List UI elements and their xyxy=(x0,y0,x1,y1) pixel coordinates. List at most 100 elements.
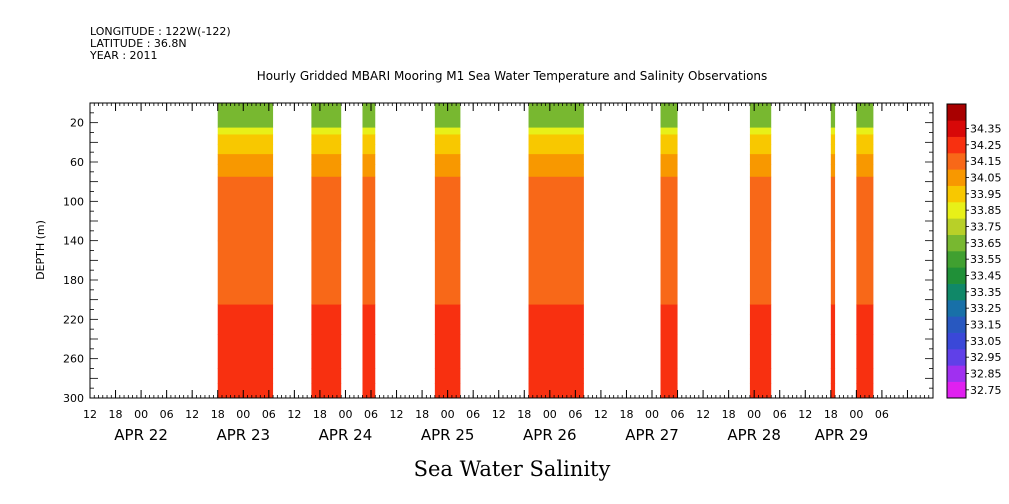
colorbar-swatch xyxy=(947,332,966,350)
data-cell xyxy=(528,176,584,242)
y-tick-label: 140 xyxy=(63,235,84,248)
x-axis-label: Sea Water Salinity xyxy=(414,457,611,481)
y-tick-label: 60 xyxy=(70,156,84,169)
data-cell xyxy=(217,304,274,335)
data-cell xyxy=(830,176,836,242)
data-cell xyxy=(749,368,772,384)
colorbar-swatch xyxy=(947,283,966,301)
y-tick-label: 180 xyxy=(63,274,84,287)
colorbar-label: 33.25 xyxy=(970,302,1002,315)
data-cell xyxy=(660,103,678,129)
data-cell xyxy=(528,144,584,155)
colorbar-swatch xyxy=(947,202,966,219)
colorbar-swatch xyxy=(947,349,966,366)
data-cell xyxy=(217,154,274,165)
colorbar-label: 33.35 xyxy=(970,286,1002,299)
data-cell xyxy=(217,240,274,306)
data-cell xyxy=(830,383,836,399)
data-cell xyxy=(660,144,678,155)
data-cell xyxy=(434,134,461,145)
data-cell xyxy=(856,127,874,135)
x-tick-label: 06 xyxy=(364,408,378,421)
y-tick-label: 20 xyxy=(70,117,84,130)
data-cell xyxy=(856,240,874,306)
x-tick-label: 12 xyxy=(390,408,404,421)
data-cell xyxy=(660,127,678,135)
data-cell xyxy=(856,334,874,369)
data-cell xyxy=(830,134,836,145)
colorbar-frame xyxy=(946,103,967,399)
data-cell xyxy=(362,368,376,384)
x-tick-label: 06 xyxy=(875,408,889,421)
x-tick-label: 12 xyxy=(287,408,301,421)
data-cell xyxy=(311,144,342,155)
data-cell xyxy=(311,103,342,129)
x-tick-label: 06 xyxy=(671,408,685,421)
colorbar-label: 32.95 xyxy=(970,351,1002,364)
colorbar-label: 33.65 xyxy=(970,237,1002,250)
colorbar-swatch xyxy=(947,365,966,382)
data-cell xyxy=(362,176,376,242)
data-cell xyxy=(362,304,376,335)
data-cell xyxy=(528,368,584,384)
y-axis-label: DEPTH (m) xyxy=(34,220,47,280)
x-date-label: APR 22 xyxy=(114,426,168,444)
data-cell xyxy=(217,103,274,129)
data-cell xyxy=(434,144,461,155)
data-cell xyxy=(528,304,584,335)
x-date-label: APR 24 xyxy=(319,426,373,444)
colorbar-swatch xyxy=(947,218,966,235)
colorbar-label: 32.85 xyxy=(970,368,1002,381)
data-cell xyxy=(749,127,772,135)
data-cell xyxy=(528,134,584,145)
data-cell xyxy=(311,163,342,178)
longitude-label: LONGITUDE : 122W(-122) xyxy=(90,25,231,38)
data-cell xyxy=(830,144,836,155)
data-cell xyxy=(217,144,274,155)
x-tick-label: 12 xyxy=(696,408,710,421)
data-cell xyxy=(311,383,342,399)
data-cell xyxy=(749,304,772,335)
data-cell xyxy=(528,240,584,306)
data-cell xyxy=(434,176,461,242)
data-cell xyxy=(362,383,376,399)
colorbar-label: 33.95 xyxy=(970,188,1002,201)
data-cell xyxy=(434,127,461,135)
colorbar-label: 33.45 xyxy=(970,270,1002,283)
x-tick-label: 06 xyxy=(262,408,276,421)
colorbar-swatch xyxy=(947,153,966,170)
y-tick-label: 260 xyxy=(63,353,84,366)
x-tick-label: 18 xyxy=(824,408,838,421)
data-cell xyxy=(362,334,376,369)
data-cell xyxy=(528,163,584,178)
x-tick-label: 00 xyxy=(338,408,352,421)
data-cell xyxy=(749,154,772,165)
x-tick-label: 12 xyxy=(594,408,608,421)
data-cell xyxy=(362,103,376,129)
plot-frame xyxy=(89,102,934,399)
data-cell xyxy=(660,163,678,178)
colorbar-swatch xyxy=(947,251,966,268)
data-cell xyxy=(856,103,874,129)
y-tick-label: 300 xyxy=(63,392,84,405)
x-tick-label: 00 xyxy=(543,408,557,421)
data-cell xyxy=(311,134,342,145)
chart-title: Hourly Gridded MBARI Mooring M1 Sea Wate… xyxy=(257,69,768,83)
data-cell xyxy=(660,176,678,242)
data-cell xyxy=(856,176,874,242)
data-cell xyxy=(660,368,678,384)
colorbar-label: 34.25 xyxy=(970,139,1002,152)
x-tick-label: 06 xyxy=(466,408,480,421)
data-cell xyxy=(362,134,376,145)
x-tick-label: 18 xyxy=(211,408,225,421)
data-cell xyxy=(830,154,836,165)
data-cell xyxy=(434,304,461,335)
data-cell xyxy=(660,383,678,399)
data-cell xyxy=(830,127,836,135)
x-tick-label: 00 xyxy=(441,408,455,421)
year-label: YEAR : 2011 xyxy=(90,49,158,62)
data-cell xyxy=(362,144,376,155)
data-cell xyxy=(749,163,772,178)
x-tick-label: 12 xyxy=(83,408,97,421)
